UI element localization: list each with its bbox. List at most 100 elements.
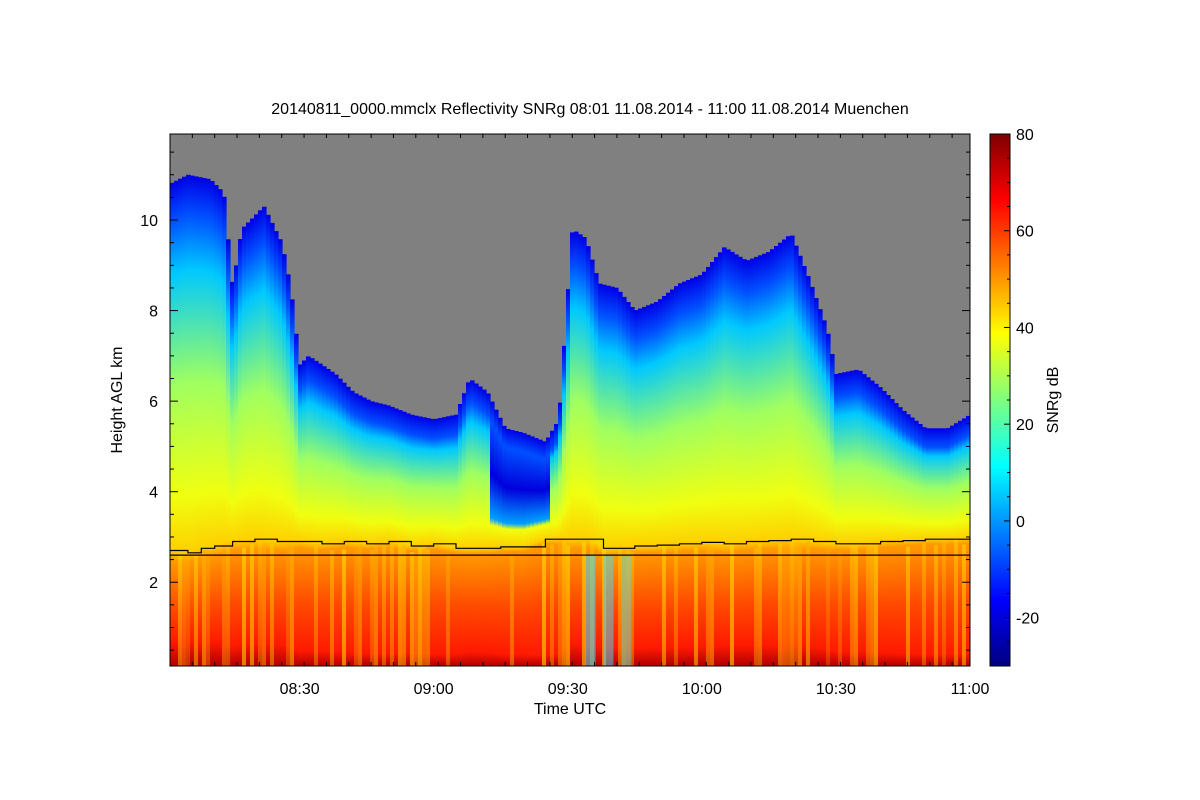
precip-streak	[182, 559, 186, 666]
heatmap-column	[694, 276, 699, 666]
precip-streak	[398, 545, 402, 666]
heatmap-column	[534, 438, 539, 666]
heatmap-column	[434, 418, 439, 666]
heatmap-column	[718, 252, 723, 666]
precip-streak	[798, 543, 802, 666]
heatmap-column	[322, 366, 327, 666]
heatmap-column	[842, 372, 847, 666]
heatmap-column	[762, 253, 767, 666]
precip-streak	[934, 545, 938, 666]
heatmap-column	[426, 418, 431, 666]
precip-streak	[585, 555, 596, 666]
heatmap-column	[554, 424, 559, 666]
precip-streak	[874, 545, 878, 666]
heatmap-column	[590, 259, 595, 666]
heatmap-column	[278, 239, 283, 666]
heatmap-column	[834, 374, 839, 666]
heatmap-column	[646, 305, 651, 666]
precip-streak	[202, 548, 206, 666]
heatmap-column	[774, 246, 779, 666]
heatmap-column	[190, 175, 195, 666]
heatmap-column	[926, 428, 931, 666]
heatmap-column	[826, 333, 831, 666]
precip-streak	[754, 548, 758, 666]
precip-streak	[662, 546, 666, 666]
heatmap-column	[610, 286, 615, 666]
precip-streak	[446, 553, 450, 666]
heatmap-column	[342, 382, 347, 666]
heatmap-column	[730, 251, 735, 666]
heatmap-column	[450, 415, 455, 666]
heatmap-column	[666, 292, 671, 666]
heatmap-column	[502, 425, 507, 666]
heatmap-column	[706, 266, 711, 666]
colorbar-tick-label: 20	[1016, 417, 1034, 434]
precip-streak	[194, 555, 198, 666]
precip-streak	[418, 548, 422, 666]
heatmap-column	[790, 235, 795, 666]
heatmap-column	[510, 430, 515, 666]
plot-frame	[169, 133, 971, 667]
y-tick-label: 8	[149, 304, 158, 321]
heatmap-column	[234, 265, 239, 666]
precip-streak	[778, 543, 782, 666]
precip-streak	[542, 542, 546, 666]
heatmap-column	[246, 222, 251, 666]
heatmap-column	[538, 439, 543, 666]
precip-streak	[790, 539, 794, 666]
heatmap-column	[742, 259, 747, 666]
heatmap-column	[390, 406, 395, 666]
heatmap-column	[170, 182, 175, 666]
heatmap-column	[954, 423, 959, 666]
heatmap-column	[522, 433, 527, 666]
heatmap-column	[806, 276, 811, 666]
boundary-layer-line	[170, 537, 971, 554]
heatmap-column	[230, 281, 235, 666]
heatmap-column	[714, 257, 719, 666]
heatmap-column	[794, 245, 799, 666]
heatmap-column	[914, 420, 919, 666]
heatmap-column	[814, 298, 819, 666]
heatmap-column	[810, 286, 815, 666]
heatmap-column	[702, 271, 707, 666]
precip-streak	[854, 545, 858, 666]
precip-streak	[242, 547, 246, 666]
heatmap-column	[934, 428, 939, 666]
colorbar-tick-label: 80	[1016, 127, 1034, 144]
heatmap-column	[574, 231, 579, 666]
heatmap-column	[734, 254, 739, 666]
heatmap-column	[918, 424, 923, 666]
heatmap-column	[618, 291, 623, 666]
heatmap-column	[210, 181, 215, 666]
heatmap-column	[242, 226, 247, 666]
heatmap-column	[782, 239, 787, 666]
colorbar-axis: -20 0 20 40 60 80	[1004, 127, 1039, 667]
heatmap-column	[558, 402, 563, 666]
heatmap-column	[482, 389, 487, 666]
heatmap-column	[282, 254, 287, 666]
heatmap-column	[838, 373, 843, 666]
heatmap-column	[406, 413, 411, 666]
heatmap-column	[498, 417, 503, 666]
heatmap-column	[486, 393, 491, 666]
x-tick-label: 08:30	[280, 681, 320, 698]
heatmap-column	[654, 302, 659, 666]
heatmap-column	[966, 415, 970, 666]
heatmap-column	[630, 307, 635, 666]
heatmap-column	[398, 410, 403, 666]
heatmap-column	[642, 306, 647, 666]
heatmap-column	[250, 218, 255, 666]
y-tick-label: 10	[140, 213, 158, 230]
heatmap-column	[682, 281, 687, 666]
precip-streak	[222, 545, 226, 666]
heatmap-column	[798, 255, 803, 666]
heatmap-column	[458, 404, 463, 666]
heatmap-column	[726, 249, 731, 666]
heatmap-column	[414, 415, 419, 666]
heatmap-column	[394, 408, 399, 666]
precip-streak	[621, 555, 632, 666]
heatmap-column	[862, 374, 867, 666]
heatmap-column	[854, 369, 859, 666]
precip-streak	[942, 542, 946, 666]
heatmap-column	[402, 411, 407, 666]
